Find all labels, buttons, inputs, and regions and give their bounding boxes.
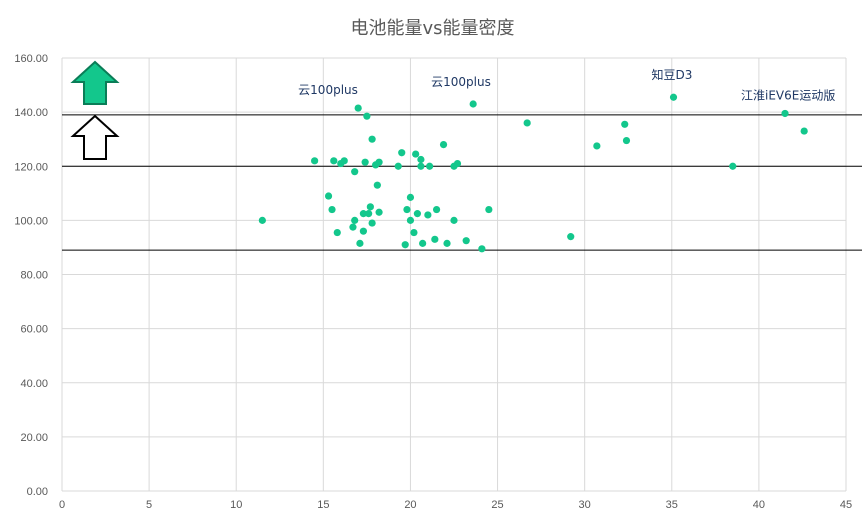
y-tick-label: 40.00	[20, 378, 48, 390]
data-point	[330, 157, 338, 165]
reference-lines	[62, 114, 862, 251]
x-tick-label: 10	[230, 499, 242, 511]
data-point	[800, 127, 808, 135]
data-point	[431, 235, 439, 243]
x-tick-label: 40	[753, 499, 765, 511]
data-point	[478, 245, 486, 253]
point-annotation: 江淮iEV6E运动版	[741, 88, 835, 102]
y-tick-label: 140.00	[14, 107, 48, 119]
points-layer	[258, 93, 808, 253]
data-point	[432, 205, 441, 214]
data-point	[333, 228, 341, 237]
data-point	[401, 241, 409, 249]
chart-title: 电池能量vs能量密度	[350, 18, 515, 39]
data-point	[419, 239, 427, 247]
data-point	[368, 135, 376, 143]
data-point	[375, 158, 383, 166]
y-tick-label: 0.00	[27, 486, 48, 498]
data-point	[462, 237, 470, 245]
data-point	[621, 120, 629, 128]
y-tick-label: 100.00	[14, 215, 48, 227]
data-point	[394, 162, 402, 170]
up-arrow-outline-icon	[70, 114, 120, 160]
data-point	[669, 93, 678, 101]
data-point	[403, 205, 411, 214]
data-point	[424, 211, 432, 219]
x-tick-label: 5	[146, 499, 152, 511]
y-tick-label: 20.00	[20, 432, 48, 444]
data-point	[373, 181, 381, 189]
y-tick-label: 160.00	[14, 53, 48, 65]
y-tick-label: 60.00	[20, 324, 48, 336]
data-point	[593, 142, 601, 150]
data-point	[361, 158, 369, 166]
data-point	[366, 203, 374, 211]
data-point	[729, 162, 737, 170]
grid-layer	[61, 57, 847, 492]
data-point	[417, 162, 425, 170]
axis-labels: 0 5 10 15 20 25 30 35 40 45 0.00 20.00 40.00 60.00 80.…	[14, 53, 852, 511]
x-tick-label: 30	[579, 499, 591, 511]
data-point	[485, 205, 493, 214]
data-point	[340, 157, 348, 165]
data-point	[469, 100, 477, 108]
data-point	[365, 210, 373, 218]
x-tick-label: 0	[59, 499, 65, 511]
up-arrow-filled-icon	[70, 60, 120, 105]
y-tick-label: 120.00	[14, 161, 48, 173]
data-point	[311, 157, 319, 165]
x-tick-label: 45	[840, 499, 852, 511]
data-point	[417, 155, 425, 164]
annotation-layer: 云100plus 云100plus 知豆D3 江淮iEV6E运动版	[298, 68, 835, 102]
data-point	[450, 216, 458, 224]
data-point	[375, 208, 383, 216]
data-point	[359, 227, 368, 235]
point-annotation: 云100plus	[298, 83, 358, 97]
x-tick-label: 25	[491, 499, 503, 511]
data-point	[523, 119, 531, 127]
data-point	[324, 192, 333, 200]
data-point	[406, 193, 415, 201]
data-point	[356, 239, 364, 247]
x-tick-label: 15	[317, 499, 329, 511]
data-point	[368, 219, 376, 227]
data-point	[406, 216, 415, 224]
x-tick-label: 20	[404, 499, 416, 511]
data-point	[351, 168, 359, 176]
data-point	[354, 104, 362, 112]
data-point	[398, 149, 406, 157]
data-point	[439, 141, 448, 149]
point-annotation: 知豆D3	[652, 68, 693, 82]
data-point	[426, 162, 434, 170]
data-point	[410, 228, 418, 237]
data-point	[351, 216, 359, 224]
data-point	[363, 112, 371, 120]
data-point	[453, 159, 462, 168]
data-point	[258, 216, 266, 224]
data-point	[781, 109, 789, 118]
data-point	[349, 223, 357, 231]
y-tick-label: 80.00	[20, 270, 48, 282]
data-point	[413, 210, 422, 218]
x-tick-label: 35	[666, 499, 678, 511]
data-point	[443, 239, 451, 247]
data-point	[359, 210, 368, 218]
point-annotation: 云100plus	[431, 75, 491, 89]
data-point	[328, 205, 336, 214]
data-point	[412, 150, 420, 158]
data-point	[567, 233, 575, 241]
data-point	[622, 136, 631, 145]
